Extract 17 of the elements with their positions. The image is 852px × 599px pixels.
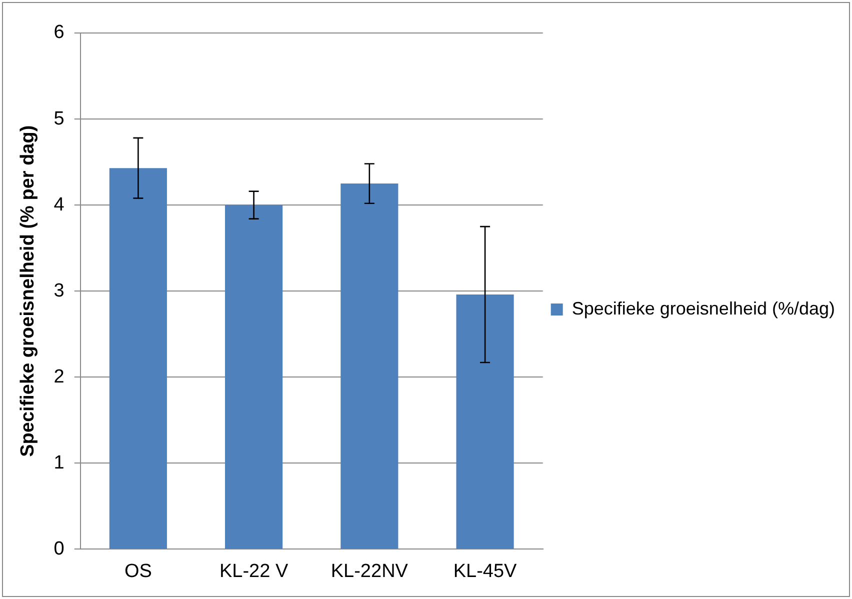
bar — [109, 168, 167, 549]
y-tick-label: 1 — [54, 452, 64, 474]
y-tick-label: 4 — [54, 194, 65, 216]
y-tick-label: 5 — [54, 108, 64, 130]
y-tick-label: 3 — [54, 280, 64, 302]
bar — [225, 205, 283, 549]
bar — [456, 294, 514, 549]
y-tick-label: 2 — [54, 366, 64, 388]
x-tick-label: KL-22 V — [219, 560, 288, 582]
bar — [340, 184, 398, 549]
legend-label: Specifieke groeisnelheid (%/dag) — [572, 298, 836, 318]
x-tick-label: KL-22NV — [330, 560, 408, 582]
y-tick-label: 0 — [54, 538, 64, 560]
x-tick-label: OS — [124, 560, 152, 582]
y-tick-label: 6 — [54, 22, 64, 44]
x-tick-label: KL-45V — [453, 560, 518, 582]
y-axis-title: Specifieke groeisnelheid (% per dag) — [18, 125, 39, 457]
